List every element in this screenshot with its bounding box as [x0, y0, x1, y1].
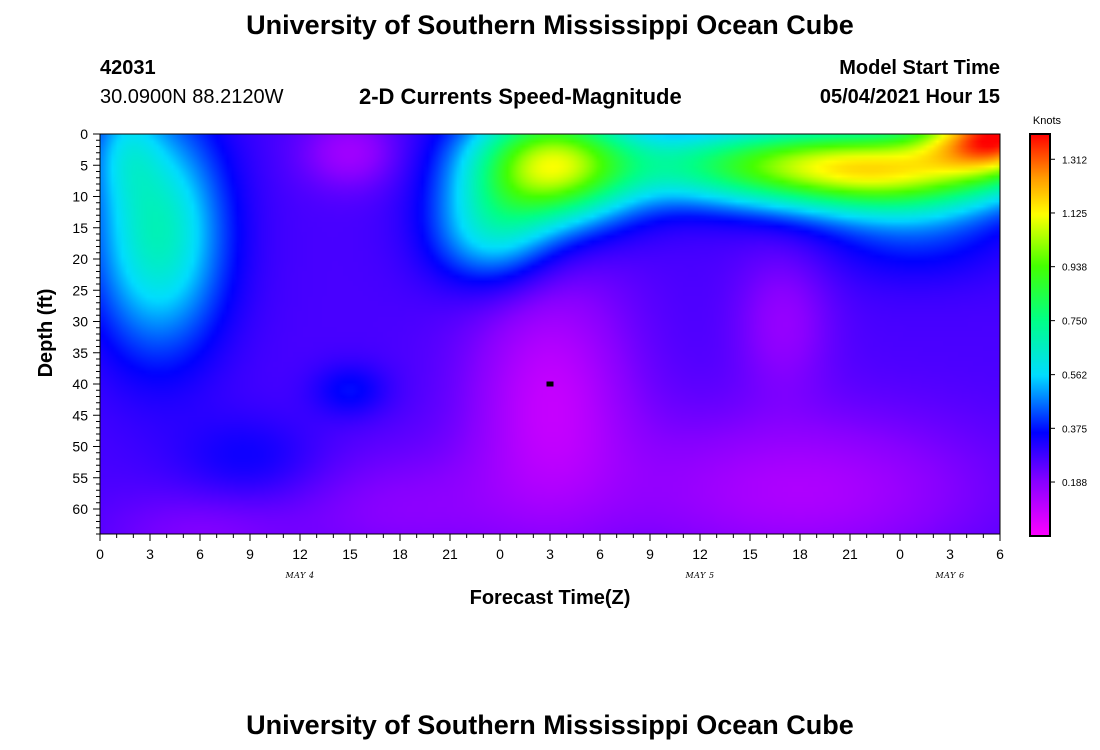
y-tick-label: 60: [72, 501, 88, 517]
x-tick-label: 0: [896, 546, 904, 562]
x-tick-label: 21: [442, 546, 458, 562]
x-axis-label: Forecast Time(Z): [470, 587, 631, 609]
x-tick-label: 15: [742, 546, 758, 562]
x-tick-label: 12: [292, 546, 308, 562]
station-id: 42031: [100, 57, 156, 79]
x-tick-label: 6: [196, 546, 204, 562]
y-tick-label: 0: [80, 126, 88, 142]
x-tick-label: 3: [146, 546, 154, 562]
colorbar-gradient: [1030, 134, 1050, 536]
y-tick-label: 55: [72, 470, 88, 486]
y-tick-label: 20: [72, 251, 88, 267]
y-tick-label: 35: [72, 345, 88, 361]
y-tick-label: 25: [72, 282, 88, 298]
colorbar-tick-label: 0.562: [1062, 371, 1087, 382]
x-axis: 0 3 6 9 12 15 18 21 0 3 6 9 12 15 18 21 0 3 6 MAY 4 MAY 5 MAY…: [96, 534, 1004, 580]
x-tick-label: 9: [646, 546, 654, 562]
y-tick-label: 10: [72, 189, 88, 205]
y-tick-label: 45: [72, 407, 88, 423]
colorbar-tick-label: 0.375: [1062, 424, 1087, 435]
x-date-label: MAY 4: [284, 571, 314, 580]
colorbar-tick-label: 1.125: [1062, 209, 1087, 220]
y-tick-label: 50: [72, 439, 88, 455]
y-axis-label: Depth (ft): [35, 289, 57, 378]
x-tick-label: 12: [692, 546, 708, 562]
colorbar-frame: [1029, 133, 1051, 537]
speed-heatmap: [100, 134, 1000, 534]
colorbar-ticks: 1.312 1.125 0.938 0.750 0.562 0.375 0.188: [1050, 155, 1087, 489]
colorbar-unit: Knots: [1033, 115, 1062, 127]
x-tick-label: 0: [96, 546, 104, 562]
page-title-bottom: University of Southern Mississippi Ocean…: [246, 710, 854, 740]
x-tick-label: 6: [996, 546, 1004, 562]
x-tick-label: 9: [246, 546, 254, 562]
x-date-label: MAY 5: [684, 571, 714, 580]
x-tick-label: 3: [546, 546, 554, 562]
plot-title: 2-D Currents Speed-Magnitude: [359, 84, 682, 109]
colorbar-tick-label: 0.750: [1062, 317, 1087, 328]
y-axis: 0 5 10 15 20 25 30 35 40 45 50 55 60: [72, 126, 100, 535]
model-start-value: 05/04/2021 Hour 15: [819, 86, 1000, 108]
colorbar-tick-label: 0.938: [1062, 263, 1087, 274]
colorbar-tick-label: 0.188: [1062, 478, 1087, 489]
x-tick-label: 15: [342, 546, 358, 562]
page-title-top: University of Southern Mississippi Ocean…: [246, 10, 854, 40]
station-coordinates: 30.0900N 88.2120W: [100, 86, 284, 108]
x-tick-label: 3: [946, 546, 954, 562]
x-tick-label: 18: [392, 546, 408, 562]
x-tick-label: 21: [842, 546, 858, 562]
x-tick-label: 6: [596, 546, 604, 562]
y-tick-label: 5: [80, 157, 88, 173]
x-date-label: MAY 6: [934, 571, 964, 580]
model-start-label: Model Start Time: [839, 57, 1000, 79]
colorbar-tick-label: 1.312: [1062, 155, 1087, 166]
y-tick-label: 30: [72, 314, 88, 330]
station-depth-marker: [546, 381, 554, 387]
y-tick-label: 40: [72, 376, 88, 392]
x-tick-label: 18: [792, 546, 808, 562]
y-tick-label: 15: [72, 220, 88, 236]
x-tick-label: 0: [496, 546, 504, 562]
